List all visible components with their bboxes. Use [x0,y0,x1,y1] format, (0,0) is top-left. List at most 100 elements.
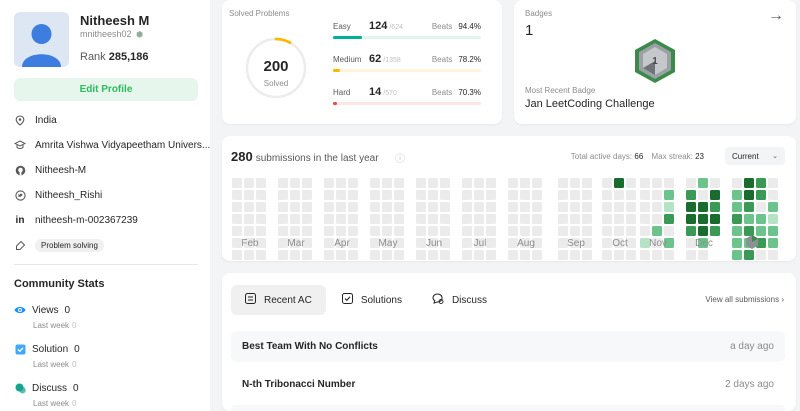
heatmap-cell[interactable] [652,250,662,260]
info-icon[interactable]: ⓘ [395,154,405,165]
heatmap-cell[interactable] [652,190,662,200]
heatmap-cell[interactable] [640,250,650,260]
heatmap-cell[interactable] [652,202,662,212]
heatmap-cell[interactable] [348,202,358,212]
badge-hexagon-icon[interactable]: 1 [632,38,678,84]
heatmap-cell[interactable] [462,226,472,236]
heatmap-cell[interactable] [256,178,266,188]
heatmap-cell[interactable] [756,238,766,248]
heatmap-cell[interactable] [278,202,288,212]
heatmap-cell[interactable] [440,190,450,200]
info-github[interactable]: Nitheesh-M [14,163,86,177]
heatmap-cell[interactable] [370,190,380,200]
heatmap-cell[interactable] [324,202,334,212]
arrow-right-icon[interactable]: → [768,7,784,24]
heatmap-cell[interactable] [324,226,334,236]
heatmap-cell[interactable] [768,250,778,260]
heatmap-cell[interactable] [302,250,312,260]
heatmap-cell[interactable] [532,238,542,248]
heatmap-cell[interactable] [394,250,404,260]
heatmap-cell[interactable] [394,190,404,200]
submission-row[interactable]: N-th Tribonacci Number 2 days ago [231,369,785,400]
heatmap-cell[interactable] [744,226,754,236]
heatmap-cell[interactable] [744,250,754,260]
heatmap-cell[interactable] [462,238,472,248]
heatmap-cell[interactable] [508,250,518,260]
submission-title[interactable]: Best Team With No Conflicts [242,341,378,352]
heatmap-cell[interactable] [640,226,650,236]
heatmap-cell[interactable] [302,226,312,236]
heatmap-cell[interactable] [698,238,708,248]
heatmap-cell[interactable] [756,178,766,188]
heatmap-cell[interactable] [394,202,404,212]
heatmap-cell[interactable] [640,202,650,212]
heatmap-cell[interactable] [686,190,696,200]
heatmap-cell[interactable] [744,202,754,212]
heatmap-cell[interactable] [416,190,426,200]
heatmap-cell[interactable] [626,214,636,224]
github-link[interactable]: Nitheesh-M [35,164,87,176]
view-all-submissions-link[interactable]: View all submissions › [705,295,784,304]
heatmap-cell[interactable] [474,178,484,188]
heatmap-cell[interactable] [416,238,426,248]
heatmap-cell[interactable] [370,226,380,236]
heatmap-cell[interactable] [324,178,334,188]
heatmap-cell[interactable] [474,250,484,260]
heatmap-cell[interactable] [640,190,650,200]
heatmap-cell[interactable] [508,238,518,248]
heatmap-cell[interactable] [558,214,568,224]
heatmap-cell[interactable] [462,202,472,212]
heatmap-cell[interactable] [256,238,266,248]
heatmap-cell[interactable] [768,238,778,248]
heatmap-cell[interactable] [582,178,592,188]
heatmap-cell[interactable] [302,214,312,224]
heatmap-cell[interactable] [744,178,754,188]
heatmap-cell[interactable] [582,214,592,224]
heatmap-cell[interactable] [570,178,580,188]
heatmap-cell[interactable] [486,238,496,248]
heatmap-cell[interactable] [256,214,266,224]
heatmap-cell[interactable] [664,178,674,188]
heatmap-cell[interactable] [462,178,472,188]
heatmap-cell[interactable] [532,202,542,212]
linkedin-link[interactable]: nitheesh-m-002367239 [35,214,138,226]
tab-recent-ac[interactable]: Recent AC [231,285,326,315]
heatmap-cell[interactable] [710,178,720,188]
heatmap-cell[interactable] [508,226,518,236]
tab-discuss[interactable]: Discuss [418,285,501,315]
heatmap-cell[interactable] [732,178,742,188]
heatmap-cell[interactable] [558,250,568,260]
heatmap-cell[interactable] [570,226,580,236]
heatmap-cell[interactable] [686,238,696,248]
heatmap-cell[interactable] [520,190,530,200]
heatmap-cell[interactable] [532,190,542,200]
heatmap-cell[interactable] [428,214,438,224]
heatmap-cell[interactable] [290,178,300,188]
heatmap-cell[interactable] [428,190,438,200]
heatmap-cell[interactable] [570,214,580,224]
heatmap-cell[interactable] [508,202,518,212]
heatmap-cell[interactable] [336,214,346,224]
heatmap-cell[interactable] [570,238,580,248]
heatmap-cell[interactable] [382,178,392,188]
heatmap-cell[interactable] [664,214,674,224]
heatmap-cell[interactable] [232,190,242,200]
heatmap-cell[interactable] [370,178,380,188]
heatmap-cell[interactable] [336,190,346,200]
heatmap-cell[interactable] [382,226,392,236]
heatmap-cell[interactable] [558,178,568,188]
heatmap-cell[interactable] [614,226,624,236]
heatmap-cell[interactable] [532,226,542,236]
heatmap-cell[interactable] [664,190,674,200]
heatmap-cell[interactable] [768,178,778,188]
heatmap-cell[interactable] [244,226,254,236]
heatmap-cell[interactable] [416,178,426,188]
heatmap-cell[interactable] [256,202,266,212]
heatmap-cell[interactable] [382,190,392,200]
heatmap-cell[interactable] [710,226,720,236]
heatmap-cell[interactable] [474,214,484,224]
heatmap-cell[interactable] [602,238,612,248]
heatmap-cell[interactable] [532,178,542,188]
heatmap-cell[interactable] [474,238,484,248]
heatmap-cell[interactable] [582,190,592,200]
